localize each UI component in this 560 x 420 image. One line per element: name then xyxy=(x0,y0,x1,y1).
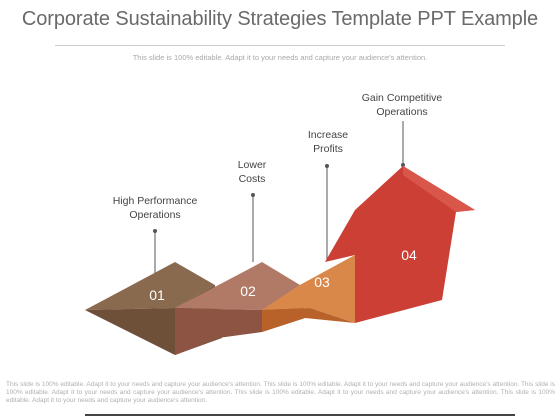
step-3-label: Increase Profits xyxy=(288,128,368,156)
step-4-number: 04 xyxy=(401,247,417,263)
step-3-number: 03 xyxy=(314,274,330,290)
step-4-head-highlight xyxy=(403,166,475,212)
step-3-label-line2: Profits xyxy=(313,143,343,155)
step-3-top xyxy=(262,255,355,323)
step-4-label-line1: Gain Competitive xyxy=(361,92,443,104)
step-1-dot xyxy=(153,229,157,233)
step-1-label-line2: Operations xyxy=(129,209,181,221)
step-2-label: Lower Costs xyxy=(212,158,292,186)
title-divider xyxy=(55,45,505,46)
step-3-side xyxy=(262,308,355,332)
step-2-number: 02 xyxy=(240,283,256,299)
step-4-label-line2: Operations xyxy=(376,106,428,118)
step-2-side xyxy=(175,308,262,355)
slide-subtitle: This slide is 100% editable. Adapt it to… xyxy=(132,53,428,62)
leader-lines xyxy=(154,121,404,275)
footer-note: This slide is 100% editable. Adapt it to… xyxy=(6,381,555,404)
leader-dots xyxy=(153,163,405,233)
step-2-top xyxy=(175,262,300,310)
step-4-arrow xyxy=(325,166,475,323)
step-1-number: 01 xyxy=(149,287,165,303)
step-1-label: High Performance Operations xyxy=(95,194,215,222)
step-3-dot xyxy=(325,164,329,168)
step-1-top xyxy=(85,262,215,310)
step-2-label-line2: Costs xyxy=(238,173,266,185)
step-3-block xyxy=(262,255,355,332)
footer-divider xyxy=(85,414,515,416)
step-3-label-line1: Increase xyxy=(307,129,349,141)
slide-title: Corporate Sustainability Strategies Temp… xyxy=(21,8,539,30)
step-4-body xyxy=(325,166,475,323)
step-4-dot xyxy=(401,163,405,167)
step-2-label-line1: Lower xyxy=(237,159,267,171)
step-4-label: Gain Competitive Operations xyxy=(342,91,462,119)
step-2-dot xyxy=(251,193,255,197)
step-1-label-line1: High Performance xyxy=(112,195,198,207)
